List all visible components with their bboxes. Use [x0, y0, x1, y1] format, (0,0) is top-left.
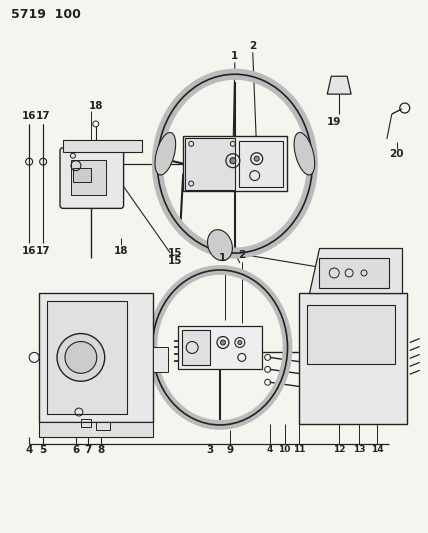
FancyBboxPatch shape: [60, 148, 124, 208]
Bar: [153, 348, 168, 373]
Text: 18: 18: [89, 101, 103, 111]
Bar: [183, 136, 286, 191]
Text: 2: 2: [249, 42, 256, 52]
Bar: [300, 293, 407, 424]
Text: 10: 10: [278, 445, 291, 454]
Circle shape: [57, 334, 105, 381]
Text: 1: 1: [218, 253, 226, 263]
Text: 16: 16: [22, 246, 36, 256]
Bar: [39, 422, 153, 437]
Circle shape: [254, 156, 259, 161]
Text: 11: 11: [293, 445, 306, 454]
Text: 9: 9: [226, 445, 233, 455]
Ellipse shape: [208, 230, 232, 261]
Bar: [96, 422, 110, 430]
Text: 17: 17: [36, 111, 51, 121]
Text: 1: 1: [231, 51, 238, 61]
Text: 20: 20: [389, 149, 404, 159]
Ellipse shape: [294, 133, 315, 175]
Text: 3: 3: [206, 445, 214, 455]
Circle shape: [230, 158, 236, 164]
Text: 8: 8: [97, 445, 104, 455]
Text: 7: 7: [84, 445, 92, 455]
Bar: [185, 138, 235, 190]
Bar: [39, 293, 153, 422]
Polygon shape: [309, 248, 402, 293]
Text: 12: 12: [333, 445, 345, 454]
Text: 14: 14: [371, 445, 383, 454]
Ellipse shape: [155, 133, 175, 175]
Bar: [307, 305, 395, 365]
Circle shape: [65, 342, 97, 373]
Bar: [319, 258, 389, 288]
Text: 15: 15: [168, 248, 182, 258]
Text: 5719  100: 5719 100: [11, 8, 81, 21]
Text: 5: 5: [39, 445, 47, 455]
Bar: [178, 326, 262, 369]
Bar: [71, 160, 106, 196]
Text: 16: 16: [22, 111, 36, 121]
Bar: [73, 168, 91, 182]
Bar: [81, 419, 91, 427]
Text: 18: 18: [113, 246, 128, 256]
Polygon shape: [327, 76, 351, 94]
Text: 6: 6: [72, 445, 80, 455]
Circle shape: [220, 340, 226, 345]
Text: 13: 13: [353, 445, 366, 454]
Bar: [182, 329, 210, 365]
Text: 17: 17: [36, 246, 51, 256]
Text: 19: 19: [327, 117, 342, 127]
Bar: [47, 301, 127, 414]
Circle shape: [238, 341, 242, 344]
Text: 4: 4: [26, 445, 33, 455]
Bar: [239, 141, 282, 187]
Text: 2: 2: [238, 250, 245, 260]
Text: 4: 4: [267, 445, 273, 454]
Text: 15: 15: [168, 256, 182, 266]
Bar: [63, 140, 143, 152]
